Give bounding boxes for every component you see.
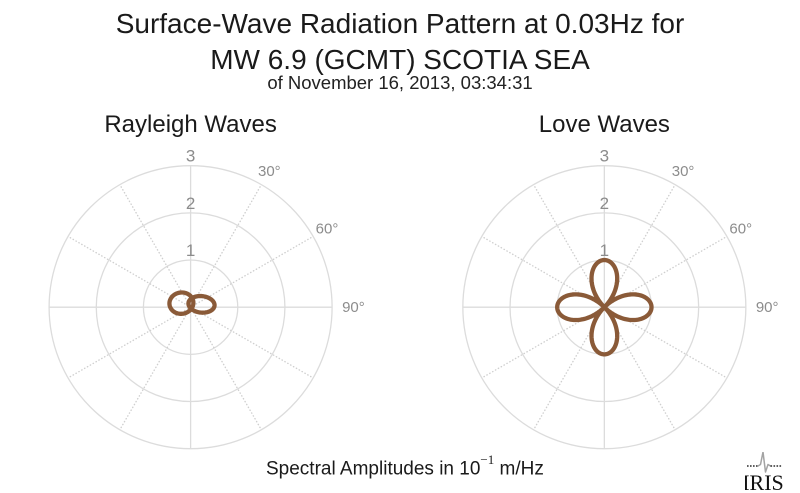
svg-text:1: 1 bbox=[186, 241, 195, 260]
svg-text:3: 3 bbox=[186, 147, 195, 166]
svg-text:IRIS: IRIS bbox=[745, 470, 784, 493]
svg-text:2: 2 bbox=[600, 194, 609, 213]
svg-text:30°: 30° bbox=[258, 163, 281, 180]
svg-text:1: 1 bbox=[600, 241, 609, 260]
svg-text:3: 3 bbox=[600, 147, 609, 166]
svg-text:2: 2 bbox=[186, 194, 195, 213]
svg-text:30°: 30° bbox=[672, 163, 695, 180]
svg-text:90°: 90° bbox=[756, 299, 779, 316]
svg-text:90°: 90° bbox=[342, 299, 365, 316]
svg-text:60°: 60° bbox=[729, 220, 752, 237]
svg-text:60°: 60° bbox=[316, 220, 339, 237]
